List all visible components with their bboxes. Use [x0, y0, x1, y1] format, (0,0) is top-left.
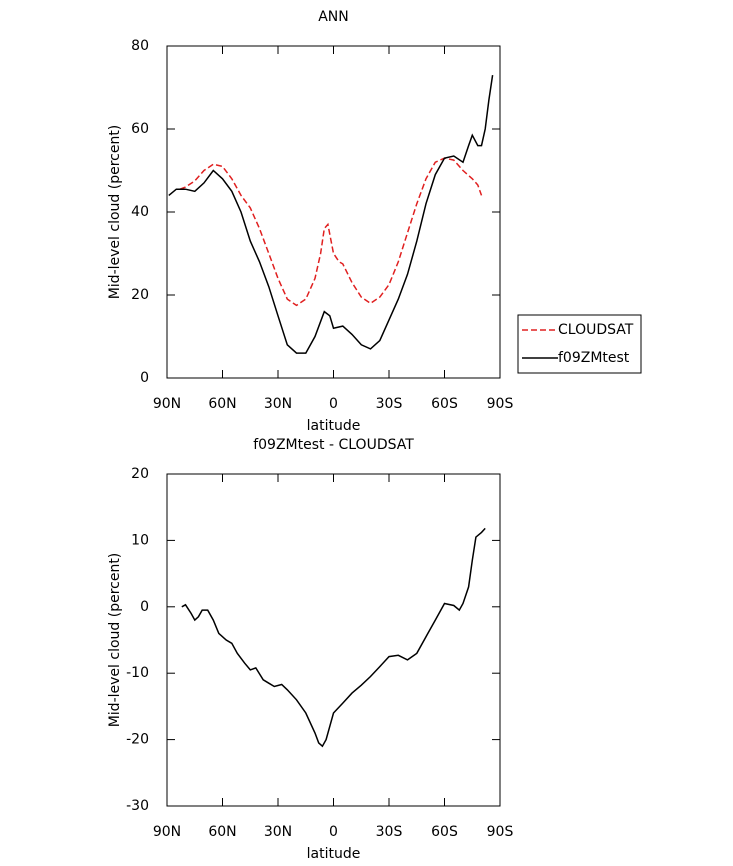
y-tick-label: 0 — [140, 370, 149, 386]
y-tick-label: 80 — [131, 38, 149, 54]
x-tick-label: 90N — [153, 396, 181, 412]
x-tick-label: 90S — [487, 824, 514, 840]
x-axis-label: latitude — [307, 418, 361, 434]
x-tick-label: 30S — [376, 824, 403, 840]
x-tick-label: 0 — [329, 824, 338, 840]
y-axis-label: Mid-level cloud (percent) — [107, 553, 123, 728]
y-tick-label: 10 — [131, 532, 149, 548]
x-tick-label: 30N — [264, 824, 292, 840]
y-tick-label: 20 — [131, 466, 149, 482]
legend-label: CLOUDSAT — [558, 322, 634, 338]
x-tick-label: 90S — [487, 396, 514, 412]
y-tick-label: 40 — [131, 204, 149, 220]
x-tick-label: 30S — [376, 396, 403, 412]
x-tick-label: 30N — [264, 396, 292, 412]
data-line — [168, 74, 494, 354]
y-tick-label: 60 — [131, 121, 149, 137]
x-tick-label: 60N — [208, 824, 236, 840]
x-tick-label: 60N — [208, 396, 236, 412]
y-axis-label: Mid-level cloud (percent) — [107, 125, 123, 300]
x-tick-label: 60S — [431, 396, 458, 412]
data-line — [179, 157, 483, 307]
x-tick-label: 60S — [431, 824, 458, 840]
chart-title: ANN — [318, 9, 349, 25]
y-tick-label: 20 — [131, 287, 149, 303]
x-axis-label: latitude — [307, 846, 361, 862]
y-tick-label: -30 — [126, 798, 149, 814]
chart-title: f09ZMtest - CLOUDSAT — [253, 437, 414, 453]
legend-label: f09ZMtest — [558, 350, 630, 366]
y-tick-label: -10 — [126, 665, 149, 681]
legend-box — [517, 314, 642, 374]
x-tick-label: 90N — [153, 824, 181, 840]
y-tick-label: 0 — [140, 599, 149, 615]
data-line — [181, 527, 486, 748]
plot-frame — [166, 473, 501, 807]
plot-frame — [166, 45, 501, 379]
x-tick-label: 0 — [329, 396, 338, 412]
y-tick-label: -20 — [126, 732, 149, 748]
